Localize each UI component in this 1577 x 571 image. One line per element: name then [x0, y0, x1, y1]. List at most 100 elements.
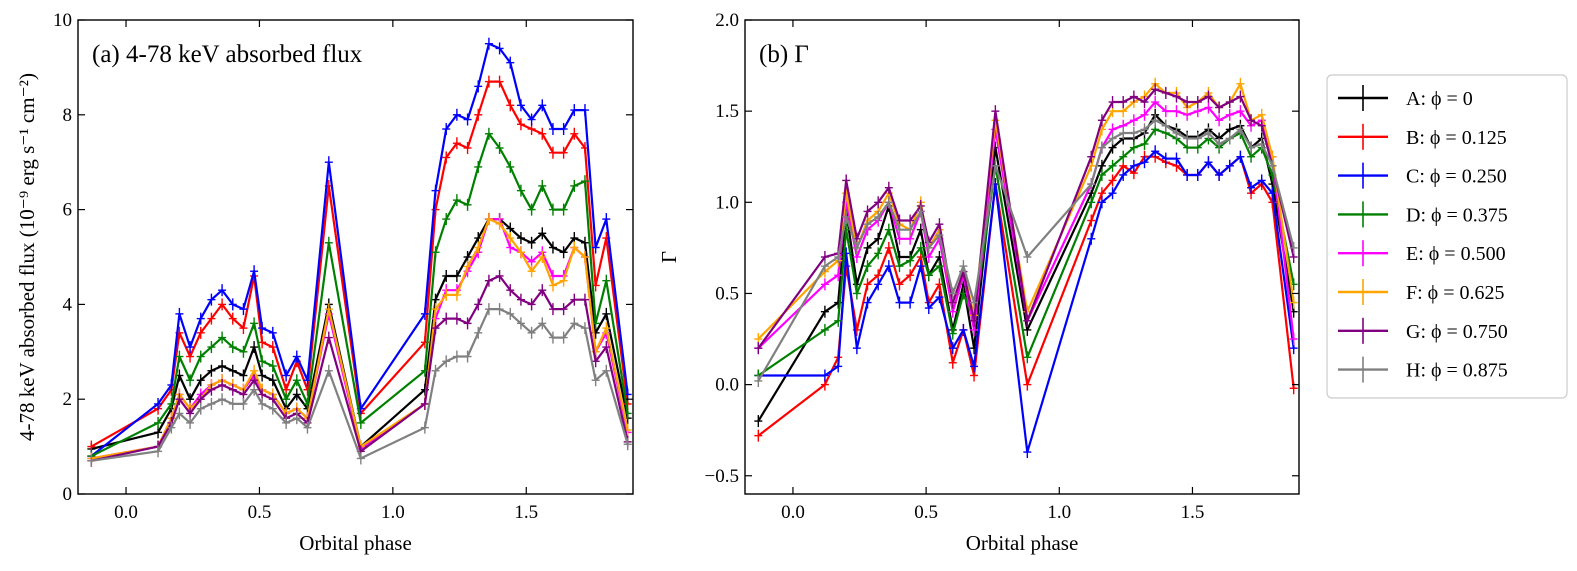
gamma-point-h: [1023, 251, 1032, 263]
flux-point-d: [495, 141, 504, 154]
flux-point-d: [175, 350, 184, 363]
gamma-point-c: [1225, 159, 1234, 172]
gamma-point-d: [874, 247, 883, 260]
gamma-point-a: [820, 305, 829, 318]
flux-point-c: [463, 113, 472, 126]
flux-point-a: [516, 232, 525, 245]
flux-point-d: [538, 179, 547, 192]
flux-plot-frame: [77, 19, 634, 495]
gamma-point-h: [1129, 127, 1138, 140]
flux-point-d: [356, 416, 365, 429]
flux-point-b: [495, 75, 504, 88]
gamma-x-tick-label: 1.5: [1181, 502, 1205, 523]
flux-point-b: [239, 322, 248, 335]
flux-point-d: [324, 236, 333, 249]
gamma-point-h: [1204, 127, 1213, 140]
gamma-point-d: [948, 327, 957, 340]
gamma-point-f: [1236, 77, 1245, 90]
gamma-x-axis-title: Orbital phase: [966, 531, 1079, 555]
flux-point-h: [324, 364, 333, 377]
gamma-point-c: [1204, 156, 1213, 169]
flux-point-c: [495, 42, 504, 55]
gamma-point-h: [1097, 141, 1106, 154]
gamma-point-h: [842, 210, 851, 223]
flux-point-b: [474, 108, 483, 121]
gamma-point-d: [1097, 168, 1106, 181]
gamma-point-b: [906, 269, 915, 282]
flux-point-c: [580, 104, 589, 117]
flux-point-h: [623, 438, 632, 451]
gamma-point-g: [1151, 83, 1160, 96]
gamma-point-d: [820, 323, 829, 336]
flux-point-b: [258, 336, 267, 349]
gamma-point-e: [1129, 114, 1138, 127]
gamma-y-tick-label: 2.0: [715, 10, 739, 31]
gamma-point-c: [1119, 168, 1128, 181]
gamma-point-b: [1108, 174, 1117, 187]
flux-point-c: [484, 37, 493, 50]
gamma-point-h: [1289, 241, 1298, 254]
gamma-point-g: [1215, 101, 1224, 114]
flux-point-h: [474, 326, 483, 339]
gamma-point-h: [863, 218, 872, 231]
flux-point-h: [292, 412, 301, 425]
flux-point-g: [495, 269, 504, 282]
flux-point-g: [516, 293, 525, 306]
flux-point-h: [303, 421, 312, 434]
gamma-plot-frame: [744, 19, 1300, 495]
gamma-point-d: [884, 223, 893, 236]
gamma-point-h: [1247, 141, 1256, 154]
gamma-panel-title: (b) Γ: [759, 41, 809, 68]
flux-point-a: [602, 307, 611, 320]
flux-point-g: [175, 393, 184, 406]
gamma-point-h: [1225, 132, 1234, 145]
gamma-point-h: [1151, 114, 1160, 127]
flux-point-f: [538, 251, 547, 263]
panel-gamma: 0.0 0.5 1.0 1.5 −0.5 0.0 0.5 1.0 1.5 2.0 (b) Γ Orbi…: [657, 10, 1300, 555]
gamma-point-h: [1193, 132, 1202, 145]
flux-point-a: [452, 269, 461, 282]
gamma-point-c: [924, 302, 933, 315]
gamma-point-a: [863, 241, 872, 254]
legend-item: B: ϕ = 0.125: [1338, 123, 1507, 150]
flux-point-g: [324, 331, 333, 344]
flux-point-c: [431, 184, 440, 197]
legend-label: C: ϕ = 0.250: [1406, 166, 1507, 188]
flux-point-d: [484, 127, 493, 140]
gamma-y-tick-label: 0.5: [715, 283, 739, 304]
flux-point-g: [207, 383, 216, 396]
flux-point-h: [452, 350, 461, 363]
gamma-point-e: [1140, 108, 1149, 121]
flux-y-tick-label: 6: [63, 200, 73, 221]
gamma-point-g: [1172, 90, 1181, 103]
gamma-point-d: [852, 287, 861, 300]
flux-point-f: [484, 213, 493, 226]
flux-point-c: [452, 108, 461, 121]
gamma-point-g: [1023, 314, 1032, 327]
flux-x-tick-label: 0.5: [248, 502, 272, 523]
flux-point-h: [167, 421, 176, 434]
legend-label: H: ϕ = 0.875: [1406, 360, 1508, 382]
gamma-point-h: [874, 210, 883, 223]
flux-point-b: [463, 141, 472, 154]
gamma-point-h: [948, 287, 957, 300]
flux-point-h: [196, 402, 205, 415]
flux-point-h: [207, 397, 216, 410]
flux-point-h: [420, 421, 429, 434]
gamma-point-d: [834, 314, 843, 327]
gamma-y-tick-label: 1.5: [715, 101, 739, 122]
flux-point-c: [228, 298, 237, 311]
gamma-point-c: [1172, 152, 1181, 165]
gamma-point-e: [820, 278, 829, 291]
gamma-point-c: [1023, 446, 1032, 459]
flux-point-h: [484, 303, 493, 316]
flux-point-g: [452, 312, 461, 325]
gamma-point-d: [1119, 150, 1128, 163]
legend-item: F: ϕ = 0.625: [1338, 279, 1505, 305]
flux-point-b: [452, 137, 461, 150]
flux-point-c: [591, 241, 600, 254]
gamma-point-c: [1257, 174, 1266, 187]
gamma-point-c: [1140, 156, 1149, 169]
gamma-point-h: [895, 223, 904, 236]
flux-point-d: [580, 175, 589, 188]
